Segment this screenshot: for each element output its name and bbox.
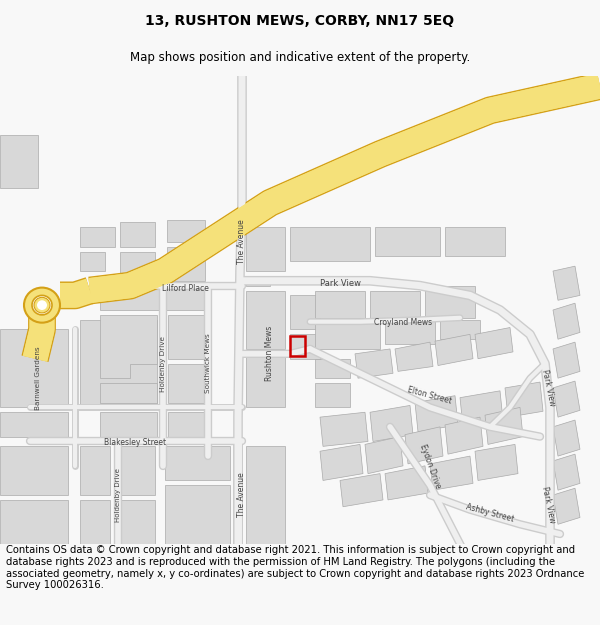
Polygon shape <box>385 466 428 500</box>
Polygon shape <box>435 334 473 366</box>
Circle shape <box>32 296 52 315</box>
Polygon shape <box>415 396 458 432</box>
Polygon shape <box>165 446 230 481</box>
Circle shape <box>34 298 50 313</box>
Polygon shape <box>290 296 320 329</box>
Polygon shape <box>246 228 285 271</box>
Text: Eydon Drive: Eydon Drive <box>418 442 442 489</box>
Polygon shape <box>365 437 403 474</box>
Polygon shape <box>505 382 543 417</box>
Polygon shape <box>120 251 155 276</box>
Polygon shape <box>475 444 518 481</box>
Text: Holdenby Drive: Holdenby Drive <box>160 336 166 392</box>
Polygon shape <box>165 289 205 310</box>
Polygon shape <box>553 420 580 456</box>
Text: Park View: Park View <box>320 279 361 288</box>
Polygon shape <box>475 328 513 359</box>
Polygon shape <box>370 291 420 318</box>
Polygon shape <box>80 228 115 247</box>
Polygon shape <box>246 291 285 349</box>
Polygon shape <box>168 412 205 437</box>
Polygon shape <box>115 500 155 544</box>
Polygon shape <box>100 315 157 378</box>
Polygon shape <box>100 412 157 437</box>
Polygon shape <box>553 381 580 417</box>
Polygon shape <box>315 322 380 349</box>
Polygon shape <box>80 251 105 271</box>
Polygon shape <box>290 334 320 359</box>
Polygon shape <box>0 329 68 408</box>
Text: Rushton Mews: Rushton Mews <box>265 326 275 381</box>
Polygon shape <box>0 446 68 495</box>
Polygon shape <box>168 364 205 403</box>
Polygon shape <box>246 446 285 544</box>
Polygon shape <box>395 342 433 371</box>
Polygon shape <box>246 276 270 286</box>
Polygon shape <box>370 406 413 441</box>
Polygon shape <box>340 474 383 507</box>
Text: Barnwell Gardens: Barnwell Gardens <box>35 346 41 410</box>
Text: 13, RUSHTON MEWS, CORBY, NN17 5EQ: 13, RUSHTON MEWS, CORBY, NN17 5EQ <box>145 14 455 28</box>
Text: The Avenue: The Avenue <box>238 472 247 518</box>
Text: Contains OS data © Crown copyright and database right 2021. This information is : Contains OS data © Crown copyright and d… <box>6 546 584 590</box>
Polygon shape <box>553 454 580 490</box>
Polygon shape <box>445 228 505 256</box>
Polygon shape <box>315 383 350 408</box>
Circle shape <box>37 300 47 310</box>
Polygon shape <box>167 247 205 281</box>
Polygon shape <box>445 417 483 454</box>
Text: Park View: Park View <box>540 486 556 524</box>
Polygon shape <box>165 485 230 544</box>
Polygon shape <box>440 320 480 339</box>
Polygon shape <box>405 427 443 464</box>
Polygon shape <box>115 446 155 495</box>
Polygon shape <box>100 383 157 402</box>
Text: Park View: Park View <box>540 369 556 407</box>
Polygon shape <box>80 446 110 495</box>
Polygon shape <box>246 354 285 408</box>
Polygon shape <box>80 500 110 544</box>
Polygon shape <box>320 444 363 481</box>
Polygon shape <box>485 408 523 444</box>
Polygon shape <box>320 412 368 446</box>
Polygon shape <box>553 266 580 300</box>
Polygon shape <box>315 291 365 318</box>
Polygon shape <box>385 320 435 344</box>
Polygon shape <box>355 349 393 378</box>
Text: Southwick Mews: Southwick Mews <box>205 334 211 394</box>
Text: Map shows position and indicative extent of the property.: Map shows position and indicative extent… <box>130 51 470 64</box>
Polygon shape <box>553 342 580 378</box>
Polygon shape <box>0 134 38 188</box>
Text: Blakesley Street: Blakesley Street <box>104 438 166 447</box>
Text: Elton Street: Elton Street <box>407 386 453 406</box>
Polygon shape <box>120 222 155 247</box>
Polygon shape <box>168 315 205 359</box>
Text: Lilford Place: Lilford Place <box>161 284 208 293</box>
Polygon shape <box>0 412 68 437</box>
Text: Ashby Street: Ashby Street <box>465 502 515 523</box>
Polygon shape <box>375 228 440 256</box>
Polygon shape <box>430 456 473 490</box>
Text: Croyland Mews: Croyland Mews <box>374 318 432 327</box>
Polygon shape <box>290 228 370 261</box>
Polygon shape <box>0 500 68 544</box>
Polygon shape <box>167 221 205 242</box>
Polygon shape <box>553 488 580 524</box>
Polygon shape <box>100 289 160 310</box>
Circle shape <box>24 288 60 322</box>
Polygon shape <box>460 391 503 427</box>
Text: Holdenby Drive: Holdenby Drive <box>115 468 121 522</box>
Polygon shape <box>315 359 350 378</box>
Text: The Avenue: The Avenue <box>238 219 247 264</box>
Polygon shape <box>553 303 580 339</box>
Polygon shape <box>425 286 475 318</box>
Polygon shape <box>80 320 157 408</box>
